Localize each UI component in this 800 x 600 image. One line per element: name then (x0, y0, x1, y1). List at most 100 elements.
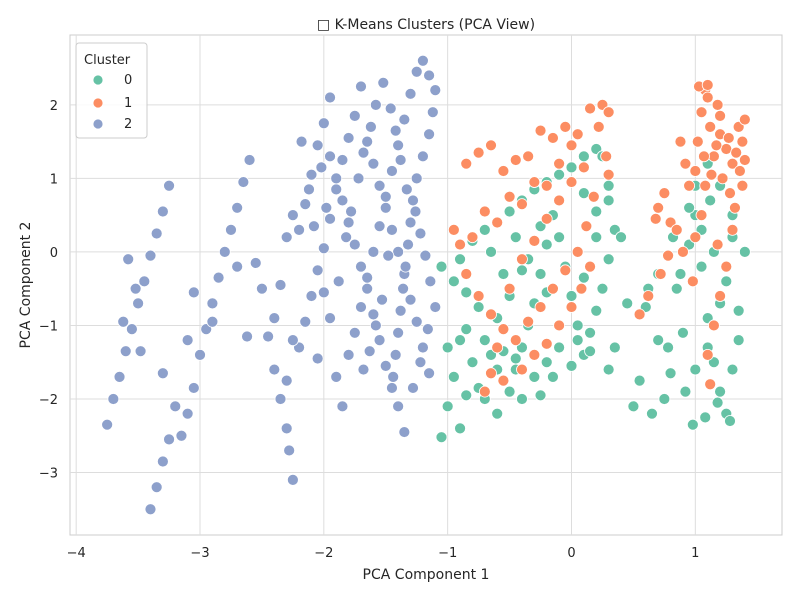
data-point (714, 109, 726, 122)
data-point (402, 238, 414, 251)
data-point (231, 260, 244, 273)
data-point (243, 154, 256, 166)
data-point (460, 268, 473, 280)
data-point (714, 290, 726, 302)
data-point (315, 161, 328, 174)
data-point (596, 282, 609, 295)
data-point (565, 301, 578, 313)
data-point (633, 374, 646, 387)
data-point (577, 161, 590, 174)
data-point (534, 389, 547, 402)
data-point (738, 113, 751, 126)
data-point (670, 223, 683, 236)
data-point (357, 363, 370, 376)
data-point (156, 455, 169, 468)
data-point (662, 341, 674, 354)
data-point (194, 348, 206, 361)
data-point (382, 249, 395, 262)
data-point (491, 341, 504, 354)
data-point (724, 415, 736, 427)
data-point (503, 385, 516, 398)
data-point (584, 326, 596, 339)
data-point (695, 260, 708, 273)
data-point (423, 128, 435, 141)
data-point (602, 194, 615, 207)
data-point (293, 223, 305, 236)
x-axis-ticks: −4 −3 −2 −1 0 1 (67, 546, 700, 561)
data-point (212, 271, 225, 284)
data-point (417, 54, 429, 67)
data-point (305, 290, 318, 302)
data-point (320, 201, 333, 214)
data-point (707, 319, 720, 332)
data-point (394, 304, 407, 317)
data-point (384, 102, 397, 115)
data-point (534, 268, 547, 280)
data-point (732, 334, 745, 347)
data-point (119, 345, 132, 358)
data-point (404, 293, 417, 306)
data-point (364, 121, 377, 133)
data-point (720, 143, 733, 155)
data-point (324, 312, 336, 324)
data-point (503, 205, 516, 218)
data-point (726, 223, 739, 236)
data-point (454, 253, 466, 266)
data-point (633, 308, 646, 321)
data-point (392, 400, 405, 413)
data-point (367, 157, 380, 170)
data-point (711, 396, 724, 409)
legend-marker-0 (92, 74, 104, 86)
data-point (565, 290, 578, 302)
data-point (138, 275, 151, 288)
legend: Cluster 0 1 2 (75, 42, 148, 139)
data-point (355, 260, 367, 273)
data-point (144, 503, 157, 516)
data-point (466, 231, 479, 244)
series-2 (101, 54, 442, 516)
data-point (677, 326, 689, 339)
data-point (553, 194, 566, 207)
data-point (686, 275, 699, 288)
data-point (649, 212, 662, 225)
data-point (348, 326, 361, 339)
data-point (163, 433, 175, 446)
data-point (387, 371, 400, 383)
data-point (705, 168, 718, 181)
data-point (602, 106, 615, 119)
data-point (686, 418, 699, 431)
data-point (516, 264, 528, 277)
y-tick-label: 2 (50, 99, 58, 114)
data-point (144, 249, 157, 262)
legend-label-1: 1 (124, 96, 132, 111)
data-point (565, 161, 578, 174)
data-point (206, 297, 219, 310)
data-point (600, 150, 613, 163)
data-point (386, 382, 398, 394)
data-point (342, 132, 355, 144)
y-tick-label: −3 (39, 467, 58, 482)
legend-title: Cluster (84, 53, 131, 68)
data-point (447, 223, 460, 236)
data-point (392, 139, 405, 152)
data-point (654, 268, 667, 280)
data-point (340, 231, 353, 244)
data-point (274, 279, 287, 291)
data-point (704, 194, 717, 207)
data-point (447, 371, 460, 383)
data-point (528, 234, 541, 247)
data-point (311, 264, 324, 277)
data-point (695, 209, 708, 222)
data-point (577, 150, 590, 163)
data-point (336, 400, 349, 413)
data-point (426, 106, 439, 119)
data-point (386, 223, 398, 236)
data-point (361, 271, 374, 284)
data-point (689, 363, 702, 376)
y-tick-label: −1 (39, 319, 58, 334)
data-point (580, 220, 593, 233)
data-point (407, 382, 419, 394)
data-point (206, 315, 219, 328)
data-point (509, 334, 522, 347)
data-point (330, 371, 343, 383)
